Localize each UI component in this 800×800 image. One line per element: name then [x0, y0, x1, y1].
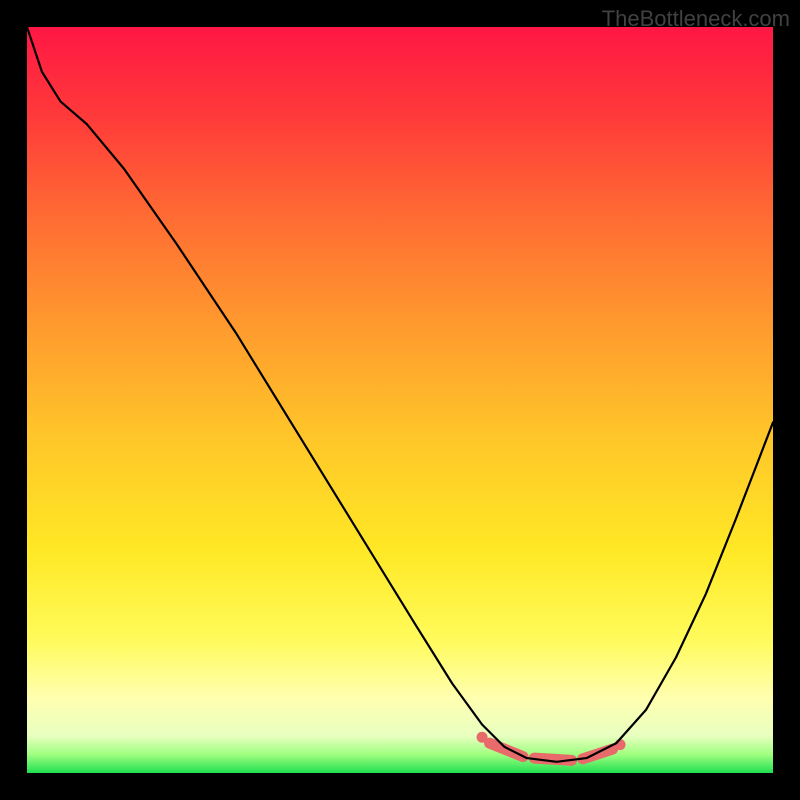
curve-layer — [27, 27, 773, 773]
plot-area — [27, 27, 773, 773]
watermark-text: TheBottleneck.com — [602, 6, 790, 32]
bottleneck-curve — [27, 27, 773, 762]
highlight-markers — [477, 732, 626, 761]
chart-container: TheBottleneck.com — [0, 0, 800, 800]
